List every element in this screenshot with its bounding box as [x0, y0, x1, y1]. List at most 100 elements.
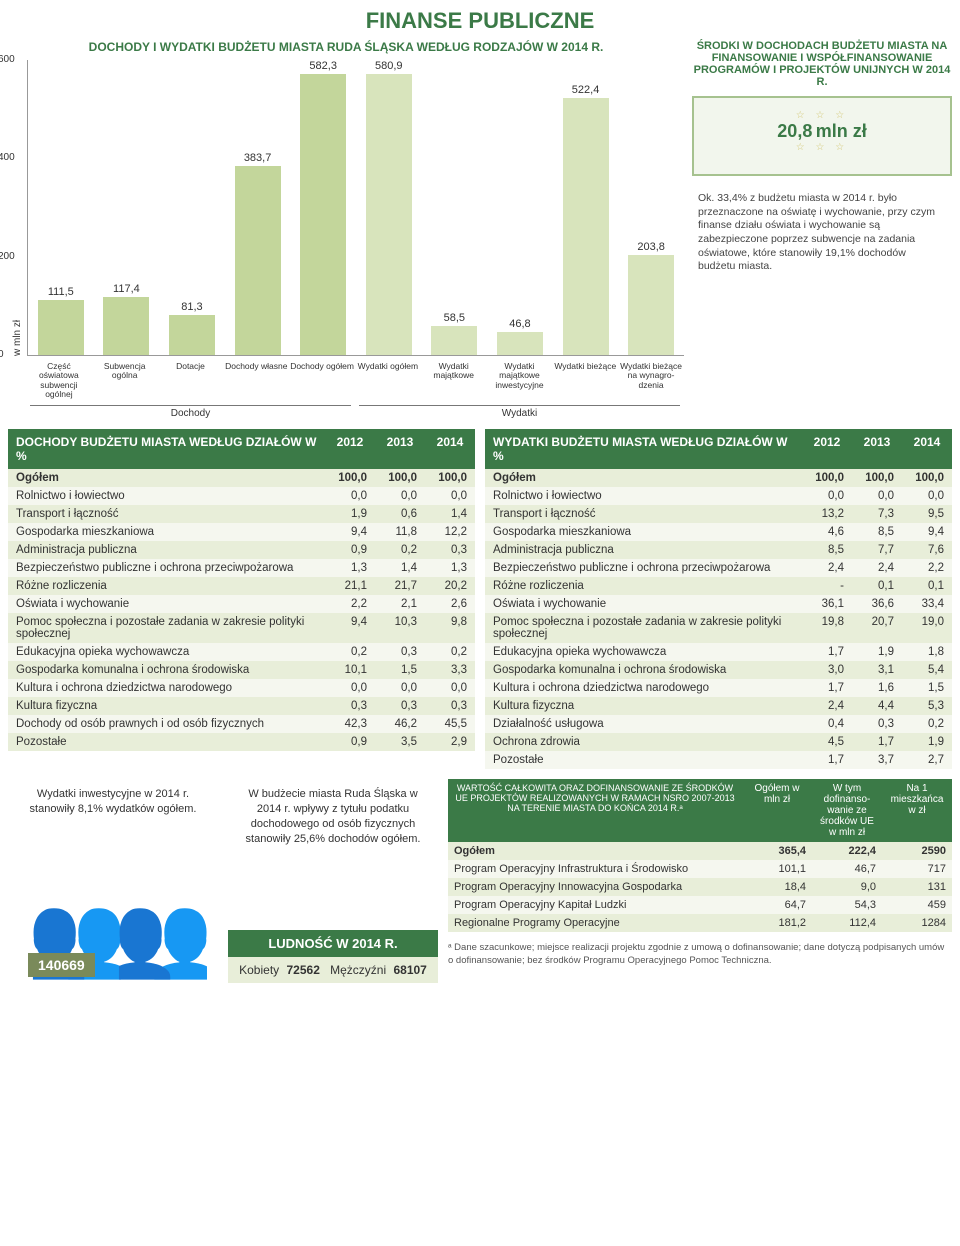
bar — [38, 300, 84, 355]
bar-value-label: 46,8 — [509, 318, 530, 330]
row-value: 8,5 — [852, 523, 902, 541]
eu-box-title: ŚRODKI W DOCHODACH BUDŻETU MIASTA NA FIN… — [692, 40, 952, 88]
page-title: FINANSE PUBLICZNE — [8, 8, 952, 34]
row-value: 0,2 — [375, 541, 425, 559]
table-row: Pomoc społeczna i pozostałe zadania w za… — [485, 613, 952, 643]
x-category: Subwencja ogólna — [92, 360, 158, 401]
table-year-header: 2014 — [902, 429, 952, 469]
row-value: 1,9 — [852, 643, 902, 661]
row-value: 100,0 — [425, 469, 475, 487]
eu-row-name: Regionalne Programy Operacyjne — [448, 914, 742, 932]
row-value: 2,7 — [902, 751, 952, 769]
eu-row-value: 9,0 — [812, 878, 882, 896]
row-name: Kultura fizyczna — [8, 697, 325, 715]
eu-row-value: 101,1 — [742, 860, 812, 878]
row-name: Pozostałe — [485, 751, 802, 769]
row-value: 0,9 — [325, 733, 375, 751]
row-value: 3,3 — [425, 661, 475, 679]
bar-value-label: 580,9 — [375, 60, 403, 72]
table-row: Gospodarka mieszkaniowa9,411,812,2 — [8, 523, 475, 541]
eu-table-row: Ogółem365,4222,42590 — [448, 842, 952, 860]
row-value: 100,0 — [852, 469, 902, 487]
row-value: 45,5 — [425, 715, 475, 733]
eu-row-value: 54,3 — [812, 896, 882, 914]
row-value: 0,0 — [325, 487, 375, 505]
row-value: - — [802, 577, 852, 595]
row-value: 3,7 — [852, 751, 902, 769]
table-title: WYDATKI BUDŻETU MIASTA WEDŁUG DZIAŁÓW W … — [485, 429, 802, 469]
row-name: Gospodarka komunalna i ochrona środowisk… — [8, 661, 325, 679]
bar-column: 383,7 — [225, 60, 291, 355]
table-year-header: 2014 — [425, 429, 475, 469]
table-year-header: 2012 — [325, 429, 375, 469]
row-name: Bezpieczeństwo publiczne i ochrona przec… — [485, 559, 802, 577]
chart-ylabel: w mln zł — [8, 60, 27, 360]
row-name: Pomoc społeczna i pozostałe zadania w za… — [8, 613, 325, 643]
row-value: 1,9 — [325, 505, 375, 523]
bar-column: 111,5 — [28, 60, 94, 355]
row-value: 1,7 — [802, 751, 852, 769]
row-value: 21,7 — [375, 577, 425, 595]
row-name: Oświata i wychowanie — [8, 595, 325, 613]
row-value: 1,7 — [802, 679, 852, 697]
table-year-header: 2013 — [375, 429, 425, 469]
eu-table-row: Program Operacyjny Kapitał Ludzki64,754,… — [448, 896, 952, 914]
table-row: Kultura i ochrona dziedzictwa narodowego… — [485, 679, 952, 697]
bar-column: 58,5 — [422, 60, 488, 355]
bar-column: 81,3 — [159, 60, 225, 355]
table-row: Transport i łączność1,90,61,4 — [8, 505, 475, 523]
row-value: 36,1 — [802, 595, 852, 613]
x-category: Część oświatowa subwencji ogólnej — [26, 360, 92, 401]
table-row: Kultura fizyczna2,44,45,3 — [485, 697, 952, 715]
table-row: Edukacyjna opieka wychowawcza0,20,30,2 — [8, 643, 475, 661]
table-title: DOCHODY BUDŻETU MIASTA WEDŁUG DZIAŁÓW W … — [8, 429, 325, 469]
row-value: 19,8 — [802, 613, 852, 643]
row-value: 0,3 — [425, 541, 475, 559]
star-icon: ☆ ☆ ☆ — [706, 110, 938, 121]
row-value: 0,3 — [375, 697, 425, 715]
x-category: Wydatki bieżące na wynagro- dzenia — [618, 360, 684, 401]
table-row: Pozostałe1,73,72,7 — [485, 751, 952, 769]
row-value: 2,2 — [325, 595, 375, 613]
row-value: 2,1 — [375, 595, 425, 613]
table-row: Administracja publiczna0,90,20,3 — [8, 541, 475, 559]
row-value: 0,1 — [852, 577, 902, 595]
annotation-text: Ok. 33,4% z budżetu miasta w 2014 r. był… — [692, 186, 952, 280]
row-value: 10,1 — [325, 661, 375, 679]
eu-table-row: Program Operacyjny Infrastruktura i Środ… — [448, 860, 952, 878]
table-row: Edukacyjna opieka wychowawcza1,71,91,8 — [485, 643, 952, 661]
bar — [497, 332, 543, 355]
row-value: 4,6 — [802, 523, 852, 541]
group-label-wydatki: Wydatki — [359, 405, 680, 419]
row-value: 9,8 — [425, 613, 475, 643]
row-name: Rolnictwo i łowiectwo — [8, 487, 325, 505]
row-value: 3,1 — [852, 661, 902, 679]
eu-col-header: Ogółem w mln zł — [742, 779, 812, 842]
bar-value-label: 117,4 — [113, 283, 140, 295]
bar — [235, 166, 281, 355]
table-row: Ochrona zdrowia4,51,71,9 — [485, 733, 952, 751]
row-value: 3,0 — [802, 661, 852, 679]
men-count: 68107 — [393, 963, 426, 977]
chart-title: DOCHODY I WYDATKI BUDŻETU MIASTA RUDA ŚL… — [8, 40, 684, 54]
row-value: 0,0 — [902, 487, 952, 505]
bar-column: 203,8 — [618, 60, 684, 355]
star-icon: ☆ ☆ ☆ — [706, 142, 938, 153]
row-value: 10,3 — [375, 613, 425, 643]
table-row: Oświata i wychowanie2,22,12,6 — [8, 595, 475, 613]
row-value: 1,5 — [902, 679, 952, 697]
eu-row-name: Ogółem — [448, 842, 742, 860]
row-value: 19,0 — [902, 613, 952, 643]
row-value: 0,0 — [325, 679, 375, 697]
population-block: LUDNOŚĆ W 2014 R. Kobiety 72562 Mężczyźn… — [228, 930, 438, 983]
row-value: 0,3 — [425, 697, 475, 715]
row-value: 2,4 — [802, 697, 852, 715]
table-row: Ogółem100,0100,0100,0 — [485, 469, 952, 487]
x-category: Wydatki majątkowe inwestycyjne — [487, 360, 553, 401]
row-value: 1,7 — [852, 733, 902, 751]
row-value: 1,3 — [425, 559, 475, 577]
row-value: 3,5 — [375, 733, 425, 751]
row-value: 0,0 — [375, 679, 425, 697]
bar — [300, 74, 346, 355]
row-value: 2,6 — [425, 595, 475, 613]
